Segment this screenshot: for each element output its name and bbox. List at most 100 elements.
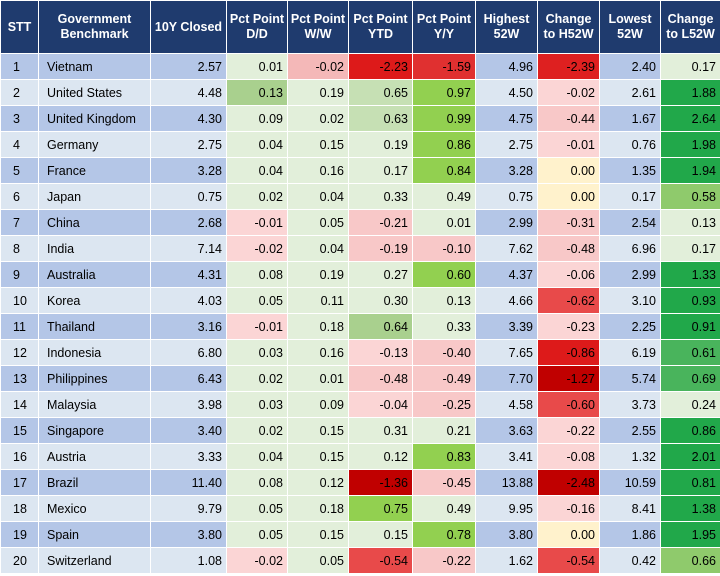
- cell-10y-closed: 4.48: [150, 79, 227, 106]
- col-header-pct-point-ww: Pct Point W/W: [287, 0, 349, 54]
- cell-change-h52w: -0.08: [537, 443, 600, 470]
- cell-stt: 2: [0, 79, 39, 106]
- cell-change-h52w: -0.06: [537, 261, 600, 288]
- table-row: 12 Indonesia 6.80 0.03 0.16 -0.13 -0.40 7.65 -0.…: [0, 339, 720, 366]
- cell-ytd: 0.65: [348, 79, 413, 106]
- cell-stt: 12: [0, 339, 39, 366]
- cell-ytd: 0.27: [348, 261, 413, 288]
- cell-highest-52w: 4.58: [475, 391, 538, 418]
- cell-stt: 9: [0, 261, 39, 288]
- cell-10y-closed: 3.33: [150, 443, 227, 470]
- cell-change-h52w: -0.31: [537, 209, 600, 236]
- cell-highest-52w: 3.80: [475, 521, 538, 548]
- cell-ytd: 0.33: [348, 183, 413, 210]
- cell-change-h52w: 0.00: [537, 183, 600, 210]
- cell-country: Vietnam: [38, 53, 151, 80]
- cell-yy: -0.45: [412, 469, 476, 496]
- cell-change-h52w: -0.16: [537, 495, 600, 522]
- cell-change-h52w: -0.60: [537, 391, 600, 418]
- cell-change-l52w: 0.93: [660, 287, 720, 314]
- cell-stt: 18: [0, 495, 39, 522]
- cell-change-l52w: 0.66: [660, 547, 720, 574]
- cell-yy: 0.86: [412, 131, 476, 158]
- cell-lowest-52w: 1.35: [599, 157, 661, 184]
- cell-yy: -0.25: [412, 391, 476, 418]
- cell-10y-closed: 4.03: [150, 287, 227, 314]
- cell-stt: 10: [0, 287, 39, 314]
- cell-dd: 0.05: [226, 521, 288, 548]
- cell-lowest-52w: 1.67: [599, 105, 661, 132]
- cell-highest-52w: 4.50: [475, 79, 538, 106]
- cell-ww: 0.16: [287, 339, 349, 366]
- cell-stt: 11: [0, 313, 39, 340]
- cell-10y-closed: 4.30: [150, 105, 227, 132]
- cell-lowest-52w: 2.99: [599, 261, 661, 288]
- cell-yy: 0.21: [412, 417, 476, 444]
- cell-yy: -1.59: [412, 53, 476, 80]
- cell-ww: 0.04: [287, 235, 349, 262]
- table-row: 13 Philippines 6.43 0.02 0.01 -0.48 -0.49 7.70-…: [0, 365, 720, 392]
- cell-10y-closed: 1.08: [150, 547, 227, 574]
- cell-highest-52w: 3.28: [475, 157, 538, 184]
- cell-10y-closed: 3.40: [150, 417, 227, 444]
- cell-yy: 0.78: [412, 521, 476, 548]
- cell-stt: 5: [0, 157, 39, 184]
- cell-ytd: -0.04: [348, 391, 413, 418]
- cell-change-h52w: 0.00: [537, 157, 600, 184]
- cell-ww: -0.02: [287, 53, 349, 80]
- cell-yy: -0.10: [412, 235, 476, 262]
- cell-change-l52w: 1.98: [660, 131, 720, 158]
- cell-dd: 0.02: [226, 417, 288, 444]
- cell-ytd: -1.36: [348, 469, 413, 496]
- cell-dd: -0.01: [226, 313, 288, 340]
- cell-change-l52w: 0.24: [660, 391, 720, 418]
- cell-ww: 0.16: [287, 157, 349, 184]
- table-row: 6 Japan 0.75 0.02 0.04 0.33 0.49 0.75 0.00 0.17 0.…: [0, 183, 720, 210]
- col-header-lowest-52w: Lowest 52W: [599, 0, 661, 54]
- table-row: 19 Spain 3.80 0.05 0.15 0.15 0.78 3.80 0.00 1.86 1…: [0, 521, 720, 548]
- cell-ytd: -0.54: [348, 547, 413, 574]
- cell-ww: 0.19: [287, 79, 349, 106]
- cell-change-l52w: 0.91: [660, 313, 720, 340]
- cell-10y-closed: 0.75: [150, 183, 227, 210]
- cell-change-h52w: -0.01: [537, 131, 600, 158]
- col-header-pct-point-ytd: Pct Point YTD: [348, 0, 413, 54]
- cell-stt: 8: [0, 235, 39, 262]
- cell-lowest-52w: 3.73: [599, 391, 661, 418]
- table-row: 14 Malaysia 3.98 0.03 0.09 -0.04 -0.25 4.58 -0.6…: [0, 391, 720, 418]
- cell-yy: 0.99: [412, 105, 476, 132]
- table-body: 1 Vietnam 2.57 0.01 -0.02 -2.23 -1.59 4.96 -2.39…: [0, 53, 720, 574]
- cell-ww: 0.09: [287, 391, 349, 418]
- cell-ytd: -0.19: [348, 235, 413, 262]
- cell-ytd: 0.64: [348, 313, 413, 340]
- cell-change-l52w: 2.64: [660, 105, 720, 132]
- cell-dd: -0.02: [226, 235, 288, 262]
- table-row: 9 Australia 4.31 0.08 0.19 0.27 0.60 4.37 -0.06 2…: [0, 261, 720, 288]
- cell-change-l52w: 0.58: [660, 183, 720, 210]
- cell-yy: 0.83: [412, 443, 476, 470]
- cell-change-l52w: 1.33: [660, 261, 720, 288]
- cell-10y-closed: 4.31: [150, 261, 227, 288]
- cell-change-h52w: -0.22: [537, 417, 600, 444]
- cell-ytd: 0.17: [348, 157, 413, 184]
- cell-stt: 6: [0, 183, 39, 210]
- cell-ytd: -0.21: [348, 209, 413, 236]
- col-header-10y-closed: 10Y Closed: [150, 0, 227, 54]
- cell-change-l52w: 0.81: [660, 469, 720, 496]
- cell-lowest-52w: 8.41: [599, 495, 661, 522]
- table-row: 11 Thailand 3.16 -0.01 0.18 0.64 0.33 3.39 -0.23…: [0, 313, 720, 340]
- cell-stt: 7: [0, 209, 39, 236]
- cell-change-h52w: -2.39: [537, 53, 600, 80]
- cell-highest-52w: 3.41: [475, 443, 538, 470]
- cell-10y-closed: 2.75: [150, 131, 227, 158]
- col-header-pct-point-yy: Pct Point Y/Y: [412, 0, 476, 54]
- cell-change-l52w: 1.38: [660, 495, 720, 522]
- cell-dd: 0.04: [226, 443, 288, 470]
- col-header-stt: STT: [0, 0, 39, 54]
- table-row: 20 Switzerland 1.08 -0.02 0.05 -0.54 -0.22 1.62…: [0, 547, 720, 574]
- cell-10y-closed: 6.80: [150, 339, 227, 366]
- cell-change-h52w: -2.48: [537, 469, 600, 496]
- cell-stt: 14: [0, 391, 39, 418]
- cell-dd: -0.01: [226, 209, 288, 236]
